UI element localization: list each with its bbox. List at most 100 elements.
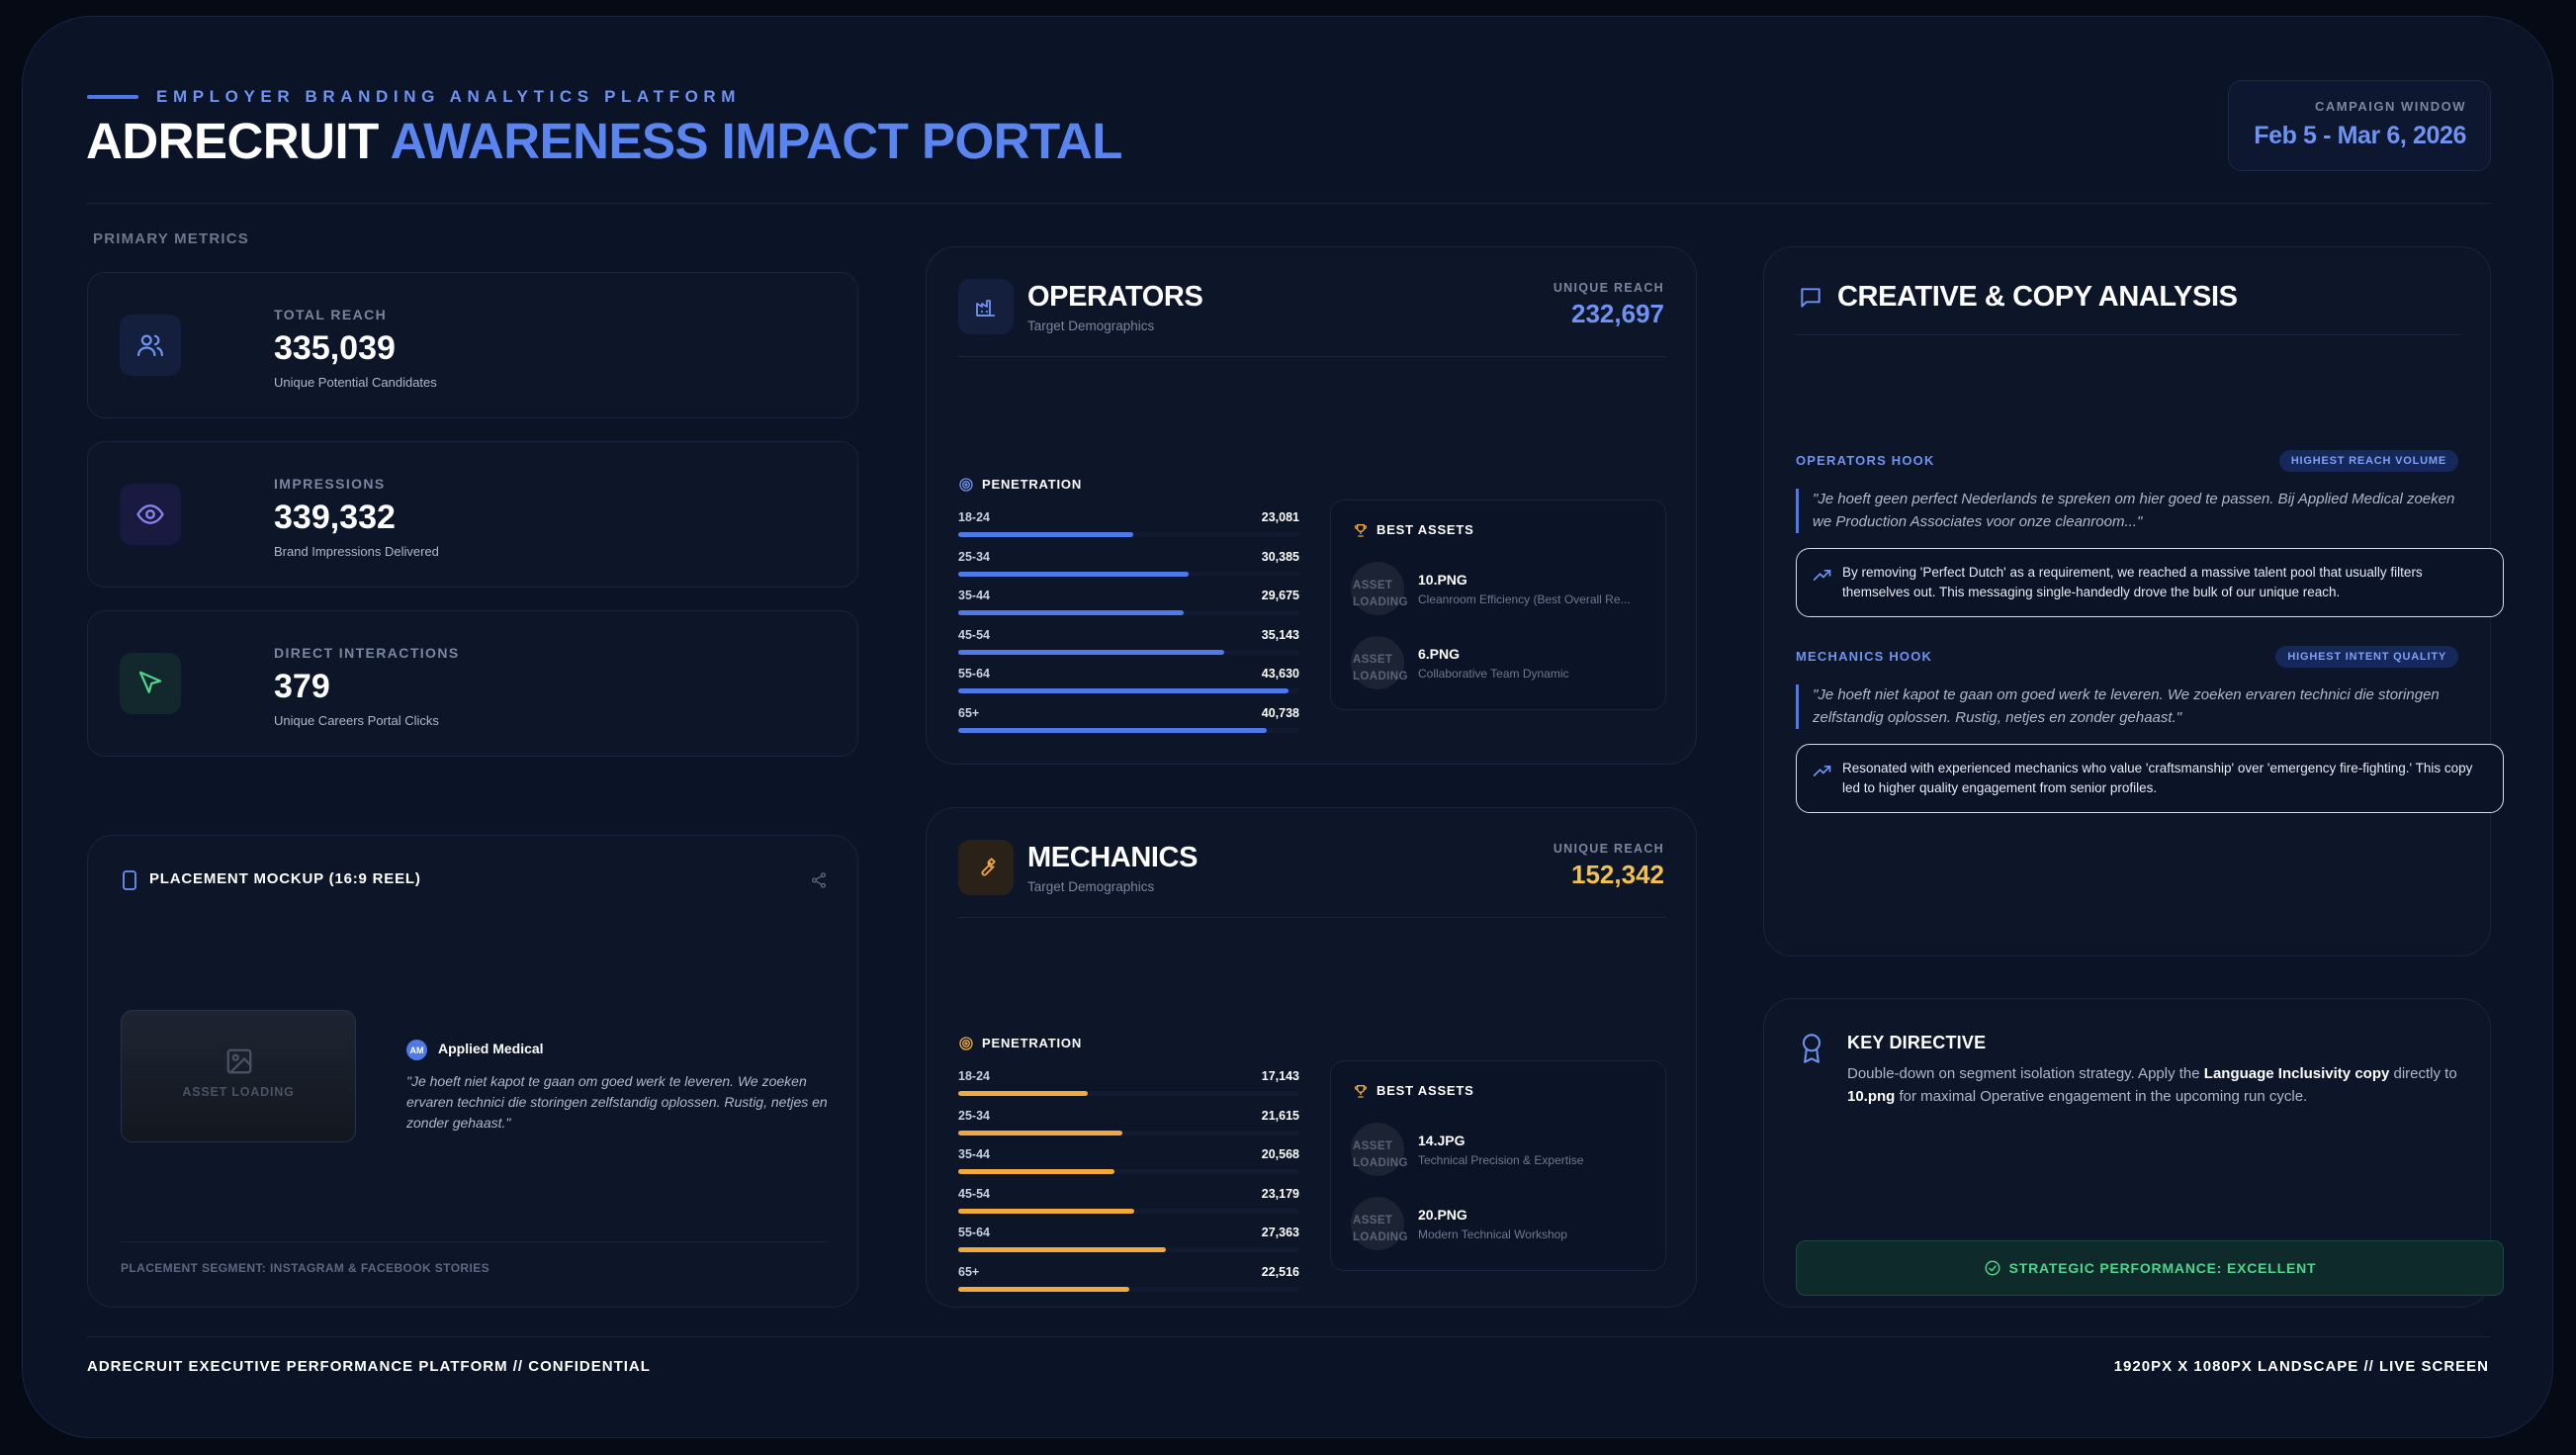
penetration-row: 25-34 30,385 <box>958 550 1299 590</box>
segment-mechanics-card: MECHANICS Target Demographics UNIQUE REA… <box>926 807 1697 1308</box>
age-value: 23,179 <box>1261 1186 1299 1201</box>
age-label: 55-64 <box>958 667 990 682</box>
insight-text: Resonated with experienced mechanics who… <box>1842 761 2473 795</box>
unique-reach-value: 152,342 <box>1571 860 1664 889</box>
asset-item[interactable]: ASSET LOADING 6.PNG Collaborative Team D… <box>1351 636 1657 691</box>
asset-thumbnail: ASSET LOADING <box>1351 562 1407 615</box>
bar-track <box>958 1130 1299 1136</box>
asset-desc: Modern Technical Workshop <box>1418 1228 1567 1241</box>
penetration-row: 55-64 43,630 <box>958 667 1299 706</box>
brand-name: Applied Medical <box>438 1041 544 1056</box>
segment-divider <box>958 917 1666 918</box>
age-value: 29,675 <box>1261 589 1299 603</box>
age-label: 35-44 <box>958 589 990 603</box>
mockup-title: PLACEMENT MOCKUP (16:9 REEL) <box>149 870 421 887</box>
asset-thumbnail: ASSET LOADING <box>1351 1123 1407 1176</box>
mockup-quote: "Je hoeft niet kapot te gaan om goed wer… <box>406 1073 828 1131</box>
brand-avatar: AM <box>406 1040 427 1060</box>
metric-sub: Brand Impressions Delivered <box>274 544 439 559</box>
metric-sub: Unique Potential Candidates <box>274 375 437 390</box>
bar-fill <box>958 1286 1129 1292</box>
bar-track <box>958 1091 1299 1096</box>
operators-insight-box: By removing 'Perfect Dutch' as a require… <box>1796 548 2504 617</box>
metric-direct-interactions: DIRECT INTERACTIONS 379 Unique Careers P… <box>87 610 858 757</box>
age-value: 40,738 <box>1261 705 1299 720</box>
penetration-label: PENETRATION <box>958 1036 1082 1051</box>
bar-track <box>958 532 1299 537</box>
trophy-icon <box>1354 524 1368 537</box>
title-main: ADRECRUIT <box>86 113 379 169</box>
metric-impressions: IMPRESSIONS 339,332 Brand Impressions De… <box>87 441 858 588</box>
best-assets-panel: BEST ASSETS ASSET LOADING 14.JPG Technic… <box>1330 1060 1666 1271</box>
penetration-bars: 18-24 17,143 25-34 21,615 35-44 20,568 45-54 23… <box>958 1069 1299 1305</box>
age-value: 20,568 <box>1261 1147 1299 1162</box>
campaign-label: CAMPAIGN WINDOW <box>2315 99 2466 114</box>
asset-thumbnail: ASSET LOADING <box>1351 636 1407 689</box>
best-assets-header: BEST ASSETS <box>1353 1083 1474 1099</box>
best-assets-header: BEST ASSETS <box>1353 522 1474 538</box>
bar-fill <box>958 1247 1166 1253</box>
target-icon <box>959 478 973 492</box>
bar-fill <box>958 688 1289 694</box>
age-value: 22,516 <box>1261 1264 1299 1279</box>
bar-track <box>958 649 1299 655</box>
bar-track <box>958 610 1299 616</box>
strategic-performance-status: STRATEGIC PERFORMANCE: EXCELLENT <box>1796 1240 2504 1296</box>
asset-item[interactable]: ASSET LOADING 10.PNG Cleanroom Efficienc… <box>1351 562 1657 617</box>
footer-left: ADRECRUIT EXECUTIVE PERFORMANCE PLATFORM… <box>87 1358 651 1375</box>
age-label: 35-44 <box>958 1147 990 1162</box>
penetration-row: 35-44 20,568 <box>958 1147 1299 1187</box>
bar-fill <box>958 727 1268 733</box>
target-icon <box>959 1037 973 1050</box>
users-icon <box>120 315 181 376</box>
factory-icon <box>958 279 1014 334</box>
age-label: 45-54 <box>958 627 990 642</box>
bar-fill <box>958 1169 1114 1175</box>
metric-value: 335,039 <box>274 329 396 367</box>
asset-item[interactable]: ASSET LOADING 14.JPG Technical Precision… <box>1351 1123 1657 1178</box>
operators-hook-label: OPERATORS HOOK <box>1796 453 1935 468</box>
asset-loading-text: ASSET LOADING <box>182 1085 295 1099</box>
best-assets-panel: BEST ASSETS ASSET LOADING 10.PNG Cleanro… <box>1330 500 1666 710</box>
metric-value: 339,332 <box>274 499 396 536</box>
unique-reach-label: UNIQUE REACH <box>1553 842 1664 856</box>
page-title: ADRECRUIT AWARENESS IMPACT PORTAL <box>86 112 1122 170</box>
placement-mockup-card: PLACEMENT MOCKUP (16:9 REEL) ASSET LOADI… <box>87 835 858 1308</box>
placement-segment: PLACEMENT SEGMENT: INSTAGRAM & FACEBOOK … <box>121 1261 490 1275</box>
check-circle-icon <box>1985 1260 2000 1276</box>
bar-fill <box>958 571 1189 577</box>
asset-name: 20.PNG <box>1418 1207 1467 1223</box>
age-label: 65+ <box>958 1264 980 1279</box>
penetration-row: 45-54 35,143 <box>958 628 1299 668</box>
age-value: 27,363 <box>1261 1226 1299 1240</box>
trending-up-icon <box>1813 570 1831 581</box>
penetration-row: 18-24 23,081 <box>958 510 1299 550</box>
penetration-label: PENETRATION <box>958 477 1082 493</box>
age-label: 55-64 <box>958 1226 990 1240</box>
bar-fill <box>958 532 1133 537</box>
title-accent: AWARENESS IMPACT PORTAL <box>390 113 1123 169</box>
bar-fill <box>958 610 1184 616</box>
metric-label: TOTAL REACH <box>274 307 388 322</box>
age-value: 21,615 <box>1261 1108 1299 1123</box>
eye-icon <box>120 484 181 545</box>
bar-fill <box>958 1130 1122 1136</box>
share-icon[interactable] <box>810 871 828 894</box>
asset-name: 10.PNG <box>1418 572 1467 588</box>
bar-track <box>958 1208 1299 1214</box>
creative-analysis-card: CREATIVE & COPY ANALYSIS OPERATORS HOOK … <box>1763 246 2504 956</box>
unique-reach-label: UNIQUE REACH <box>1553 281 1664 295</box>
segment-name: OPERATORS <box>1027 281 1203 313</box>
footer-divider <box>87 1336 2491 1337</box>
asset-item[interactable]: ASSET LOADING 20.PNG Modern Technical Wo… <box>1351 1197 1657 1252</box>
creative-divider <box>1796 334 2460 335</box>
asset-desc: Technical Precision & Expertise <box>1418 1153 1584 1167</box>
penetration-bars: 18-24 23,081 25-34 30,385 35-44 29,675 45-54 35… <box>958 510 1299 746</box>
metric-total-reach: TOTAL REACH 335,039 Unique Potential Can… <box>87 272 858 418</box>
metric-label: DIRECT INTERACTIONS <box>274 645 460 661</box>
age-value: 17,143 <box>1261 1069 1299 1083</box>
segment-divider <box>958 356 1666 357</box>
mechanics-insight-box: Resonated with experienced mechanics who… <box>1796 744 2504 813</box>
bar-track <box>958 1169 1299 1175</box>
creative-title: CREATIVE & COPY ANALYSIS <box>1837 281 2238 313</box>
